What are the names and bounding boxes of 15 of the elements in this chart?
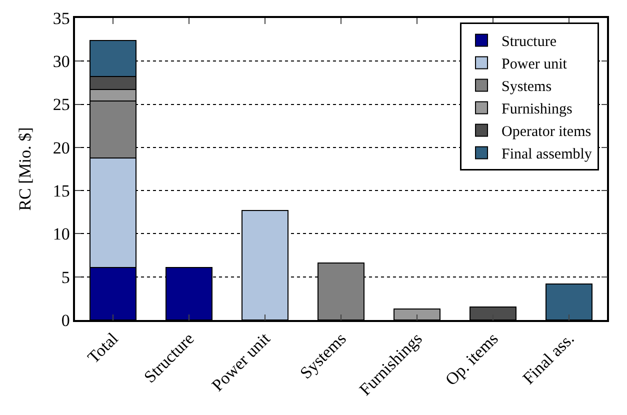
y-axis-title: RC [Mio. $] <box>16 127 34 211</box>
y-tick-label: 5 <box>61 268 70 287</box>
y-tick-label: 15 <box>52 182 70 201</box>
legend-label: Operator items <box>502 124 592 140</box>
y-tick-label: 20 <box>52 138 70 158</box>
legend-label: Structure <box>502 34 557 50</box>
y-tick-label: 35 <box>52 8 70 28</box>
y-tick-label: 25 <box>52 95 70 114</box>
y-tick-label: 30 <box>52 52 70 72</box>
legend-label: Furnishings <box>502 102 573 118</box>
y-tick-label: 10 <box>52 224 70 244</box>
y-tick-label: 0 <box>61 310 70 330</box>
legend-label: Power unit <box>502 56 568 73</box>
legend-label: Systems <box>502 79 552 96</box>
legend-label: Final assembly <box>502 146 592 163</box>
